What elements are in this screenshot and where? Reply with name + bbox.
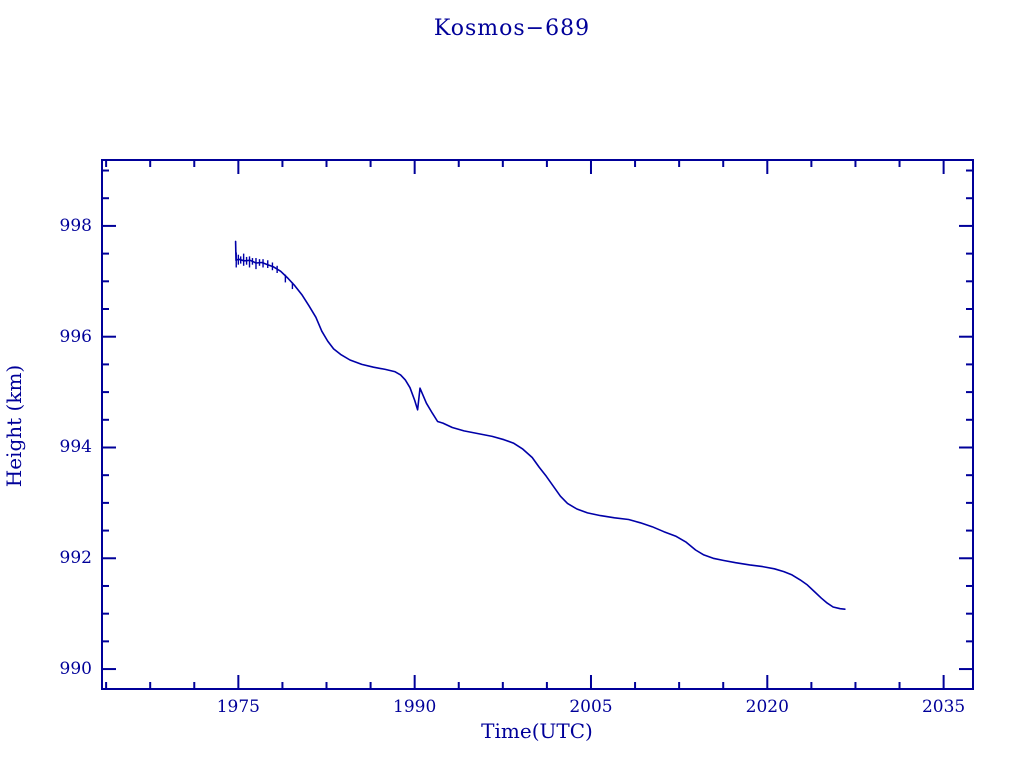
x-tick-label: 2035: [921, 697, 966, 717]
x-tick-label: 2020: [745, 697, 789, 717]
y-tick-label: 998: [59, 215, 92, 236]
x-tick-label: 1990: [393, 697, 437, 717]
x-tick-label: 2005: [569, 697, 613, 717]
data-curve: [234, 240, 846, 611]
y-tick-label: 996: [59, 326, 92, 347]
y-tick-label: 994: [59, 437, 92, 458]
x-tick-label: 1975: [216, 697, 260, 717]
x-axis-title: Time(UTC): [481, 719, 593, 743]
y-tick-label: 992: [59, 548, 92, 569]
chart-title: Kosmos−689: [433, 16, 591, 41]
y-tick-label: 990: [59, 659, 92, 680]
axis-frame: [101, 159, 974, 690]
